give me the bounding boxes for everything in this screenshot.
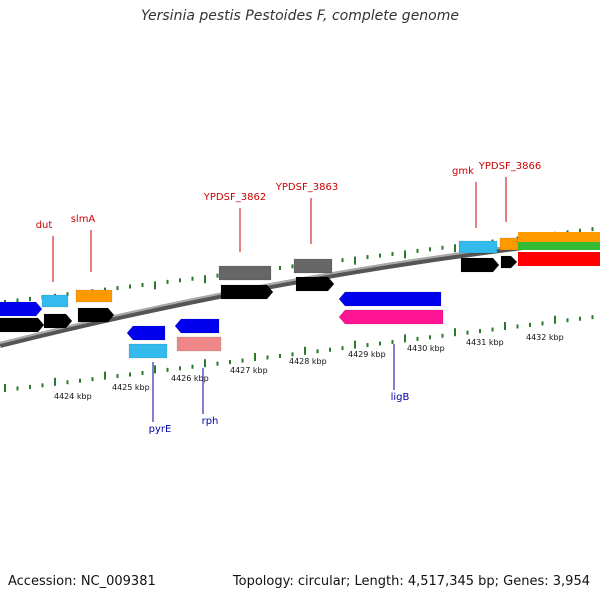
feature-rph-gene (128, 343, 168, 359)
scale-tick-label: 4427 kbp (230, 366, 268, 375)
scale-tick-label: 4432 kbp (526, 333, 564, 342)
feature-long-red (518, 252, 600, 266)
scale-tick-label: 4424 kbp (54, 392, 92, 401)
feature-slmA-cds (75, 289, 113, 303)
feature-slmA-gene (43, 313, 73, 329)
scale-tick-label: 4429 kbp (348, 350, 386, 359)
feature-feature (338, 309, 444, 325)
gene-label-top: YPDSF_3862 (203, 192, 266, 203)
feature-long-green (518, 242, 600, 250)
feature-YPDSF_3863-cds (293, 258, 333, 274)
gene-label-bottom: ligB (391, 392, 410, 403)
feature-pyrE-gene (500, 255, 518, 269)
feature-gmk-cds (458, 240, 498, 254)
label-layer: dut slmA YPDSF_3862 YPDSF_3863 gmk YPDSF_3866… (36, 161, 542, 435)
feature-gmk-gene (295, 276, 335, 292)
feature-pyrE-extra (126, 325, 166, 341)
gene-label-top: gmk (452, 166, 474, 177)
feature-dut-cds (0, 317, 45, 333)
scale-tick-label: 4430 kbp (407, 344, 445, 353)
map-title: Yersinia pestis Pestoides F, complete ge… (141, 8, 459, 24)
genome-summary-text: Topology: circular; Length: 4,517,345 bp… (232, 574, 590, 589)
feature-rph-extra (174, 318, 220, 334)
gene-label-top: slmA (71, 214, 96, 225)
feature-YPDSF_3863-gene (220, 284, 274, 300)
feature-YPDSF_3862-gene (77, 307, 115, 323)
gene-label-bottom: rph (202, 416, 219, 427)
accession-text: Accession: NC_009381 (8, 574, 156, 589)
scale-tick-label: 4428 kbp (289, 357, 327, 366)
feature-ligB-extra (338, 291, 442, 307)
gene-label-top: YPDSF_3863 (275, 182, 338, 193)
feature-dut-extra (41, 294, 69, 308)
gene-label-top: dut (36, 220, 53, 231)
feature-YPDSF_3866-cds (499, 237, 519, 251)
scale-tick-label: 4426 kbp (171, 374, 209, 383)
feature-dut-gene (0, 301, 43, 317)
feature-layer (0, 232, 600, 359)
feature-ligB-gene (176, 336, 222, 352)
feature-long-orange (518, 232, 600, 242)
ticks-bottom: 4424 kbp 4425 kbp 4426 kbp 4427 kbp 4428 kbp… (4, 315, 594, 401)
scale-tick-label: 4425 kbp (112, 383, 150, 392)
scale-tick-label: 4431 kbp (466, 338, 504, 347)
gene-label-bottom: pyrE (149, 424, 172, 435)
feature-YPDSF_3862-cds (218, 265, 272, 281)
feature-YPDSF_3866-gene (460, 257, 500, 273)
gene-label-top: YPDSF_3866 (478, 161, 541, 172)
